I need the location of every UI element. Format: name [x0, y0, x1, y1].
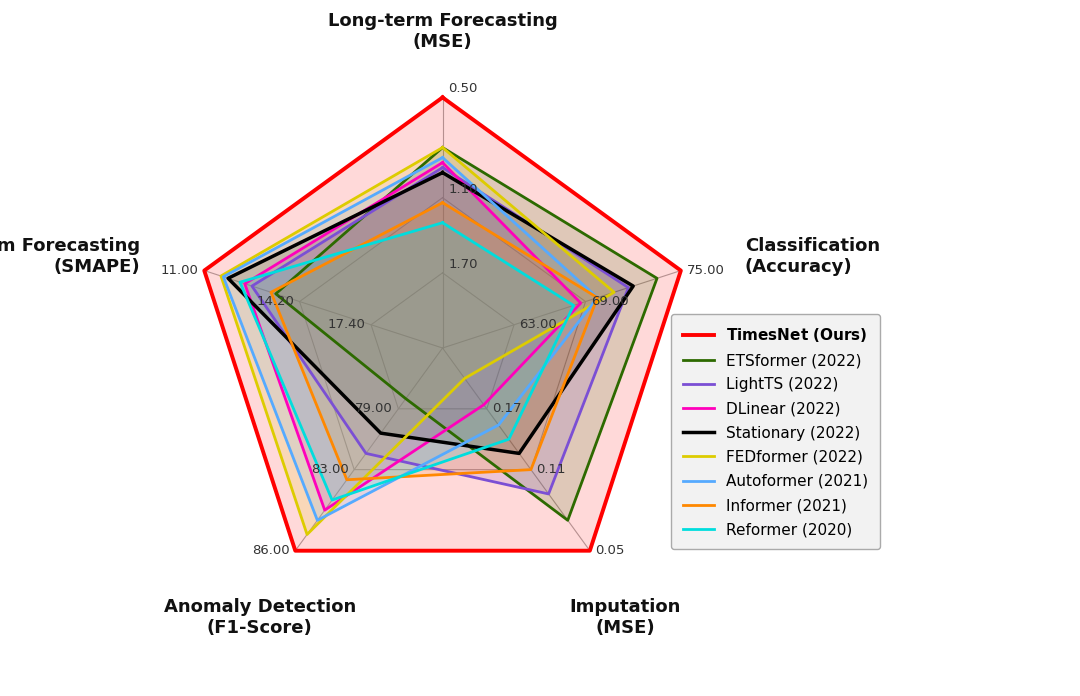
Text: Long-term Forecasting
(MSE): Long-term Forecasting (MSE) — [327, 12, 557, 51]
Text: 0.50: 0.50 — [448, 82, 477, 95]
Text: 86.00: 86.00 — [252, 544, 289, 557]
Text: 17.40: 17.40 — [327, 318, 365, 331]
Text: 0.11: 0.11 — [537, 463, 566, 476]
Polygon shape — [252, 168, 629, 494]
Text: Imputation
(MSE): Imputation (MSE) — [569, 598, 681, 637]
Text: Short-term Forecasting
(SMAPE): Short-term Forecasting (SMAPE) — [0, 237, 140, 276]
Text: 1.70: 1.70 — [448, 258, 477, 271]
Polygon shape — [271, 203, 597, 480]
Polygon shape — [221, 148, 615, 535]
Text: Classification
(Accuracy): Classification (Accuracy) — [745, 237, 880, 276]
Text: 79.00: 79.00 — [355, 402, 393, 416]
Text: 1.10: 1.10 — [448, 182, 477, 196]
Text: 0.05: 0.05 — [595, 544, 624, 557]
Legend: $\bf{TimesNet\ (Ours)}$, ETSformer (2022), LightTS (2022), DLinear (2022), Stati: $\bf{TimesNet\ (Ours)}$, ETSformer (2022… — [671, 314, 880, 549]
Polygon shape — [224, 157, 597, 521]
Text: 11.00: 11.00 — [161, 264, 199, 277]
Text: 14.20: 14.20 — [256, 295, 294, 308]
Polygon shape — [240, 223, 573, 500]
Polygon shape — [245, 163, 581, 510]
Polygon shape — [228, 173, 633, 453]
Text: 63.00: 63.00 — [519, 318, 557, 331]
Text: 83.00: 83.00 — [311, 463, 349, 476]
Text: 75.00: 75.00 — [687, 264, 725, 277]
Text: 0.17: 0.17 — [492, 402, 522, 416]
Polygon shape — [204, 97, 680, 551]
Text: Anomaly Detection
(F1-Score): Anomaly Detection (F1-Score) — [164, 598, 356, 637]
Text: 69.00: 69.00 — [591, 295, 629, 308]
Polygon shape — [275, 148, 657, 521]
